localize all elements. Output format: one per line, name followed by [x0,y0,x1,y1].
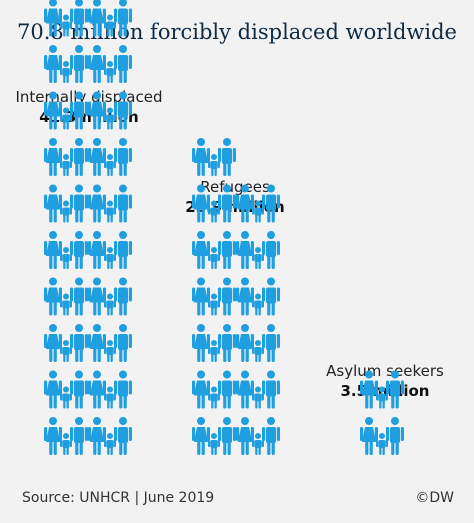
family-icon [360,370,404,409]
family-icon [88,370,132,409]
family-icon [88,231,132,269]
family-icon [236,417,280,455]
family-icon [236,324,280,362]
family-icon [44,0,88,37]
family-icon [88,324,132,362]
group-name: Asylum seekers [326,362,444,380]
family-icon [88,277,132,316]
source-note: Source: UNHCR | June 2019 [22,490,215,506]
family-icon [44,91,88,130]
family-icon [192,417,236,455]
family-icon [88,91,132,130]
family-icon [88,184,132,223]
family-icon [192,277,236,316]
family-icon [88,417,132,455]
family-icon [44,417,88,455]
chart-title: 70.8 million forcibly displaced worldwid… [17,20,457,44]
family-icon [44,324,88,362]
family-icon [236,231,280,269]
family-icon [192,370,236,409]
group-name: Refugees [200,178,270,196]
family-icon [192,138,236,176]
family-icon [192,231,236,269]
family-icon [44,277,88,316]
family-icon [236,184,280,223]
family-icon [44,184,88,223]
family-icon [44,370,88,409]
family-icon [44,231,88,269]
family-icon [88,138,132,176]
family-icon [192,184,236,223]
dw-credit: ©DW [415,490,454,506]
family-icon [236,277,280,316]
family-icon [360,417,404,455]
family-icon [236,370,280,409]
family-icon [44,138,88,176]
family-icon [192,324,236,362]
family-icon [88,0,132,37]
family-icon [88,45,132,83]
family-icon [44,45,88,83]
